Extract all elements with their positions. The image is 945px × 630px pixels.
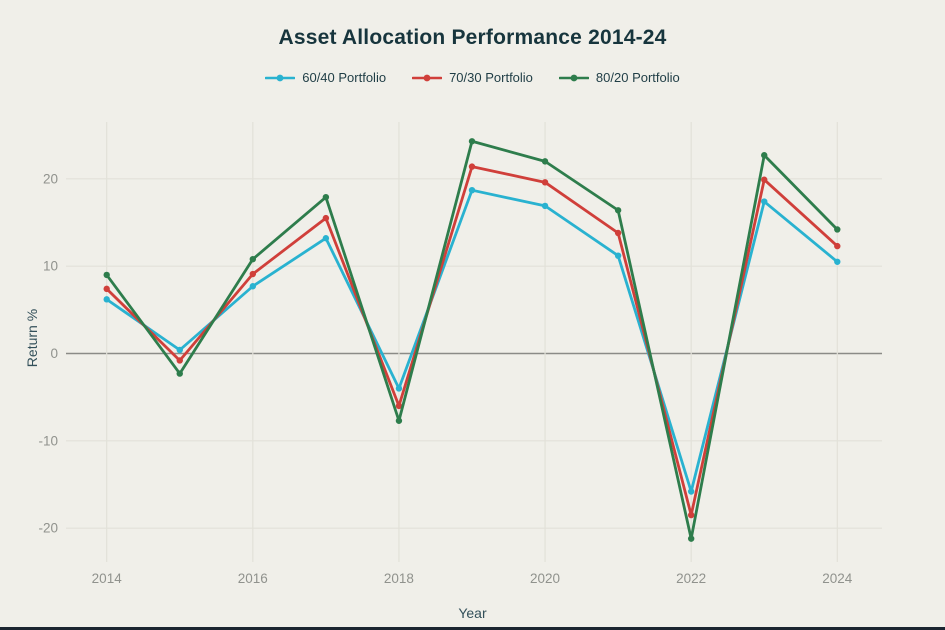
y-tick-label: -20: [38, 521, 58, 536]
data-point-1: [249, 270, 257, 278]
data-point-1: [395, 402, 403, 410]
data-point-2: [834, 226, 841, 233]
legend-item-2: 80/20 Portfolio: [558, 70, 680, 85]
legend-marker-icon: [558, 74, 589, 81]
data-point-0: [761, 198, 768, 205]
data-point-1: [834, 242, 841, 250]
series-line-2: [105, 139, 839, 541]
data-point-2: [395, 417, 403, 424]
legend: 60/40 Portfolio 70/30 Portfolio 80/20 Port…: [0, 70, 945, 85]
data-point-0: [249, 283, 257, 290]
data-point-2: [614, 207, 622, 214]
data-point-0: [834, 258, 841, 265]
data-point-0: [176, 346, 183, 354]
data-point-1: [761, 176, 768, 183]
y-axis-title: Return %: [24, 308, 40, 368]
data-point-2: [103, 271, 110, 279]
x-tick-label: 2018: [384, 571, 414, 586]
data-point-0: [614, 252, 622, 259]
data-point-2: [761, 152, 768, 159]
x-tick-label: 2020: [530, 571, 560, 586]
data-point-1: [541, 179, 549, 186]
x-tick-label: 2024: [822, 571, 853, 586]
data-point-0: [322, 235, 330, 242]
y-tick-label: 10: [43, 259, 58, 274]
data-point-1: [468, 163, 476, 170]
x-tick-label: 2022: [676, 571, 706, 586]
y-tick-label: 0: [50, 346, 58, 361]
legend-label: 60/40 Portfolio: [302, 70, 387, 85]
x-tick-label: 2016: [238, 571, 268, 586]
data-point-1: [322, 214, 330, 222]
legend-marker-icon: [412, 74, 443, 81]
data-point-0: [103, 296, 110, 303]
legend-label: 70/30 Portfolio: [449, 70, 533, 85]
x-tick-label: 2014: [92, 571, 123, 586]
legend-label: 80/20 Portfolio: [595, 70, 680, 85]
data-point-0: [468, 186, 476, 194]
legend-marker-icon: [265, 74, 296, 81]
legend-item-1: 70/30 Portfolio: [412, 70, 533, 85]
data-point-2: [687, 535, 695, 542]
y-tick-label: -10: [38, 433, 58, 448]
legend-item-0: 60/40 Portfolio: [265, 70, 386, 85]
data-point-1: [614, 229, 622, 237]
data-point-0: [687, 488, 695, 495]
chart-title: Asset Allocation Performance 2014-24: [278, 26, 667, 49]
data-point-2: [468, 138, 476, 145]
data-point-0: [541, 202, 549, 210]
data-point-1: [103, 285, 110, 293]
data-point-2: [176, 370, 183, 377]
data-point-1: [687, 511, 695, 519]
x-axis-title: Year: [458, 605, 487, 621]
y-tick-label: 20: [43, 171, 58, 186]
data-point-2: [541, 158, 549, 165]
data-point-2: [249, 255, 257, 263]
data-point-1: [176, 357, 183, 364]
window-bottom-edge: [0, 627, 945, 630]
data-point-2: [322, 193, 330, 201]
data-point-0: [395, 385, 403, 392]
